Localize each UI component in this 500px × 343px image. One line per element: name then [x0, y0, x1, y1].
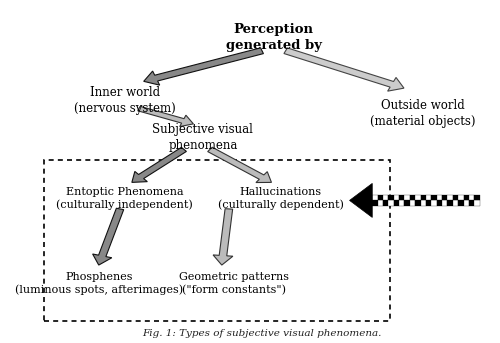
Text: Subjective visual
phenomena: Subjective visual phenomena	[152, 123, 254, 152]
Text: Hallucinations
(culturally dependent): Hallucinations (culturally dependent)	[218, 187, 344, 210]
Bar	[432, 195, 436, 200]
Text: Fig. 1: Types of subjective visual phenomena.: Fig. 1: Types of subjective visual pheno…	[142, 329, 382, 338]
Bar	[372, 200, 378, 205]
Bar	[378, 195, 383, 200]
Bar	[474, 195, 480, 200]
Bar	[426, 195, 432, 200]
Bar	[404, 200, 410, 205]
Polygon shape	[284, 48, 404, 91]
Text: Perception
generated by: Perception generated by	[226, 23, 322, 51]
Bar	[436, 200, 442, 205]
Text: Geometric patterns
("form constants"): Geometric patterns ("form constants")	[178, 272, 288, 295]
Text: Outside world
(material objects): Outside world (material objects)	[370, 99, 476, 128]
Bar	[404, 195, 410, 200]
Bar	[448, 200, 453, 205]
Bar	[469, 195, 474, 200]
Bar	[436, 195, 442, 200]
Bar	[469, 200, 474, 205]
Bar	[458, 195, 464, 200]
Bar	[464, 200, 469, 205]
Bar	[453, 195, 458, 200]
Bar	[432, 200, 436, 205]
Bar	[388, 195, 394, 200]
Bar	[378, 200, 383, 205]
Bar	[426, 200, 432, 205]
Polygon shape	[208, 147, 272, 182]
Text: Entoptic Phenomena
(culturally independent): Entoptic Phenomena (culturally independe…	[56, 187, 193, 210]
Bar	[442, 200, 448, 205]
Polygon shape	[132, 147, 186, 182]
Polygon shape	[350, 184, 372, 217]
Bar	[394, 200, 399, 205]
Bar	[394, 195, 399, 200]
Bar	[420, 195, 426, 200]
Bar	[410, 195, 415, 200]
Polygon shape	[213, 209, 233, 265]
Bar	[415, 200, 420, 205]
Bar	[453, 200, 458, 205]
Bar	[383, 200, 388, 205]
Text: Phosphenes
(luminous spots, afterimages): Phosphenes (luminous spots, afterimages)	[14, 272, 183, 295]
Polygon shape	[144, 48, 264, 85]
Bar	[399, 200, 404, 205]
Bar	[372, 195, 378, 200]
Bar	[474, 200, 480, 205]
Bar	[383, 195, 388, 200]
Text: Inner world
(nervous system): Inner world (nervous system)	[74, 85, 176, 115]
Bar	[388, 200, 394, 205]
Bar	[415, 195, 420, 200]
Polygon shape	[92, 208, 124, 265]
Bar	[442, 195, 448, 200]
Bar	[399, 195, 404, 200]
Bar	[448, 195, 453, 200]
Bar	[410, 200, 415, 205]
Bar	[464, 195, 469, 200]
Bar	[420, 200, 426, 205]
Polygon shape	[138, 106, 194, 127]
Bar	[458, 200, 464, 205]
